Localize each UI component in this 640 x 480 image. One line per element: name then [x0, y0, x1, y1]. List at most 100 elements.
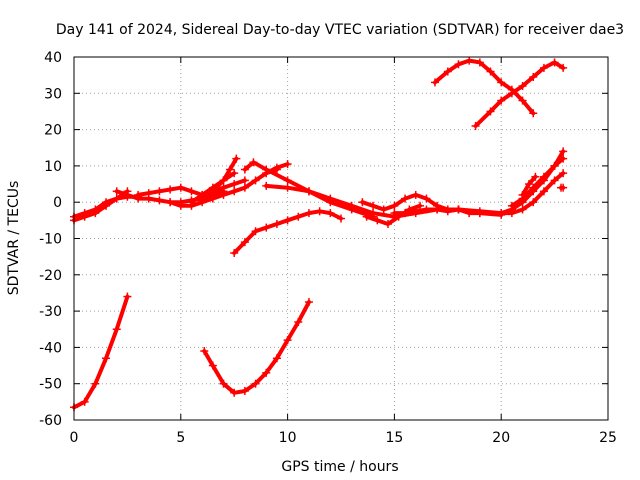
y-tick-label: -10: [39, 232, 62, 248]
data-point: [112, 187, 121, 196]
data-point: [559, 154, 568, 163]
x-tick-label: 10: [279, 430, 297, 446]
data-point: [251, 379, 260, 388]
data-point: [208, 361, 217, 370]
data-point: [262, 169, 271, 178]
data-point: [531, 172, 540, 181]
data-point: [497, 209, 506, 218]
x-tick-label: 15: [385, 430, 403, 446]
series-arc-22: [433, 58, 536, 116]
data-point: [102, 201, 111, 210]
data-point: [443, 67, 452, 76]
data-point: [200, 347, 209, 356]
data-point: [176, 183, 185, 192]
data-point: [251, 227, 260, 236]
y-tick-label: -60: [39, 413, 62, 429]
data-point: [529, 183, 538, 192]
data-point: [91, 209, 100, 218]
data-point: [337, 214, 345, 223]
data-point: [112, 194, 121, 203]
data-point: [390, 201, 399, 210]
data-point: [559, 169, 568, 178]
data-point: [272, 219, 281, 228]
data-point: [529, 109, 538, 118]
series-arc-14: [360, 192, 461, 212]
data-point: [144, 189, 153, 198]
data-point: [373, 216, 382, 225]
data-point: [262, 181, 271, 190]
data-point: [91, 379, 100, 388]
data-point: [326, 194, 335, 203]
data-point: [230, 180, 239, 189]
data-point: [471, 121, 480, 130]
data-point: [240, 238, 249, 247]
y-tick-label: 10: [44, 159, 62, 175]
data-point: [240, 183, 249, 192]
data-point: [411, 207, 420, 216]
data-point: [272, 163, 281, 172]
data-point: [294, 212, 303, 221]
data-point: [230, 169, 239, 178]
data-point: [230, 187, 239, 196]
data-point: [240, 176, 249, 185]
data-point: [251, 176, 260, 185]
data-point: [230, 249, 239, 258]
data-point: [80, 397, 89, 406]
data-point: [102, 354, 111, 363]
y-tick-label: 40: [44, 50, 62, 66]
data-point: [550, 161, 559, 170]
data-point: [230, 388, 239, 397]
data-point: [369, 201, 378, 210]
data-point: [123, 292, 132, 301]
data-point: [198, 190, 207, 199]
data-point: [219, 176, 228, 185]
data-point: [486, 107, 495, 116]
data-point: [430, 78, 439, 87]
series-arc-1: [72, 294, 130, 410]
data-point: [166, 185, 175, 194]
data-point: [272, 354, 281, 363]
ticks: 0 5 10 15 20 25 -60 -50 -40 -30 -20 -10 0 10 20 30 40: [39, 50, 617, 446]
data-point: [550, 58, 559, 67]
data-point: [262, 368, 271, 377]
data-point: [539, 187, 548, 196]
data-point: [422, 205, 431, 214]
x-tick-label: 5: [176, 430, 185, 446]
data-point: [187, 198, 196, 207]
data-point: [401, 194, 410, 203]
data-point: [219, 379, 228, 388]
data-point: [123, 190, 132, 199]
data-point: [304, 187, 313, 196]
data-point: [443, 207, 452, 216]
y-tick-label: 30: [44, 86, 62, 102]
y-tick-label: -50: [39, 377, 62, 393]
data-point: [155, 187, 164, 196]
data-point: [497, 96, 506, 105]
x-tick-label: 20: [492, 430, 510, 446]
data-point: [539, 63, 548, 72]
data-point: [232, 154, 241, 163]
data-point: [507, 89, 516, 98]
data-point: [390, 209, 399, 218]
data-point: [326, 209, 335, 218]
plot-frame: [73, 56, 609, 421]
data-point: [454, 60, 463, 69]
y-tick-label: -40: [39, 340, 62, 356]
data-point: [187, 187, 196, 196]
data-point: [529, 198, 538, 207]
series-arc-10: [242, 160, 375, 219]
data-point: [134, 190, 143, 199]
data-point: [539, 172, 548, 181]
data-point: [559, 63, 568, 72]
data-point: [283, 336, 292, 345]
data-point: [304, 298, 313, 307]
y-tick-label: 20: [44, 123, 62, 139]
x-tick-label: 0: [70, 430, 79, 446]
data-point: [283, 216, 292, 225]
data-point: [176, 201, 185, 210]
data-point: [524, 180, 533, 189]
data-point: [80, 212, 89, 221]
y-tick-label: 0: [53, 195, 62, 211]
data-point: [475, 58, 484, 67]
